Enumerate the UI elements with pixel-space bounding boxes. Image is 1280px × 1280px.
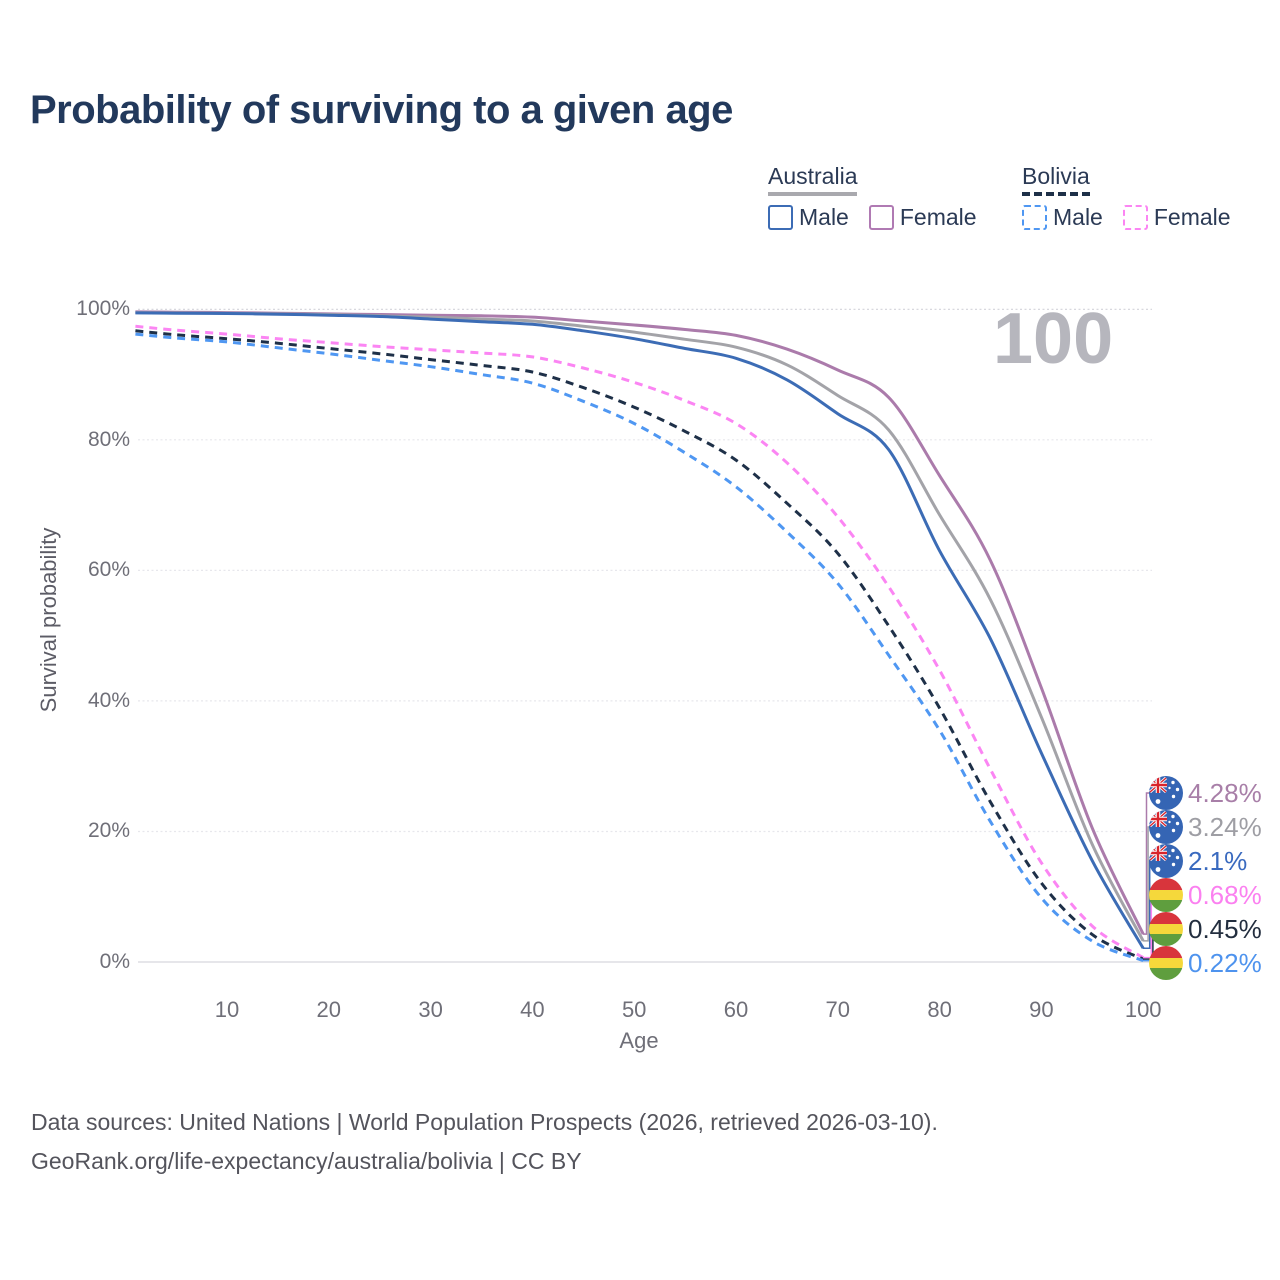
bolivia-flag-icon — [1149, 878, 1183, 912]
legend-group-australia: Australia Male Female — [768, 163, 977, 231]
end-label-value: 0.22% — [1188, 947, 1262, 978]
legend-swatch-australia-male[interactable] — [768, 205, 793, 230]
end-label-value: 4.28% — [1188, 777, 1262, 808]
end-label-bolivia-female: 0.68% — [1149, 878, 1262, 912]
x-tick-70: 70 — [825, 997, 851, 1022]
x-tick-20: 20 — [316, 997, 342, 1022]
australia-flag-icon — [1149, 810, 1183, 844]
end-label-bolivia-male: 0.22% — [1149, 946, 1262, 980]
legend-item-bolivia-male[interactable]: Male — [1022, 204, 1103, 231]
bolivia-flag-icon — [1149, 946, 1183, 980]
y-tick-60: 60% — [87, 558, 130, 582]
legend-item-australia-female[interactable]: Female — [868, 204, 977, 231]
bolivia-flag-icon — [1149, 912, 1183, 946]
x-tick-90: 90 — [1029, 997, 1054, 1022]
x-axis-title: Age — [619, 1028, 659, 1053]
y-tick-40: 40% — [87, 688, 130, 712]
legend-label: Male — [799, 204, 849, 230]
legend-item-australia-male[interactable]: Male — [768, 204, 849, 231]
y-tick-100: 100% — [76, 297, 130, 321]
end-label-australia-both-sexes: 3.24% — [1149, 810, 1262, 844]
legend-australia-items: Male Female — [768, 204, 977, 231]
legend-swatch-australia-female[interactable] — [868, 205, 894, 230]
legend-group-bolivia: Bolivia Male Female — [1022, 163, 1231, 231]
x-tick-60: 60 — [723, 997, 749, 1022]
x-tick-100: 100 — [1124, 997, 1162, 1022]
australia-flag-icon — [1149, 776, 1183, 810]
curve-bolivia-male[interactable] — [135, 332, 1144, 963]
legend-swatch-bolivia-female[interactable] — [1122, 205, 1148, 230]
legend-bolivia-title: Bolivia — [1022, 163, 1090, 196]
end-label-australia-female: 4.28% — [1149, 776, 1262, 810]
footer-sources: Data sources: United Nations | World Pop… — [31, 1109, 938, 1135]
x-tick-80: 80 — [927, 997, 952, 1022]
x-tick-10: 10 — [214, 997, 240, 1022]
y-tick-0: 0% — [99, 950, 130, 973]
legend-australia-title: Australia — [768, 163, 858, 196]
legend-label: Male — [1053, 204, 1103, 230]
x-tick-40: 40 — [520, 997, 545, 1022]
y-tick-20: 20% — [87, 819, 130, 843]
legend-swatch-bolivia-male[interactable] — [1022, 205, 1047, 230]
curve-bolivia-female[interactable] — [135, 324, 1144, 959]
end-label-australia-male: 2.1% — [1149, 844, 1247, 878]
curve-australia-both-sexes[interactable] — [135, 311, 1145, 942]
end-label-value: 3.24% — [1188, 811, 1262, 842]
page-title: Probability of surviving to a given age — [30, 88, 733, 132]
curve-australia-female[interactable] — [135, 310, 1145, 935]
end-label-value: 0.45% — [1188, 913, 1262, 944]
legend-bolivia-items: Male Female — [1022, 204, 1231, 231]
legend-item-bolivia-female[interactable]: Female — [1122, 204, 1231, 231]
footer-url: GeoRank.org/life-expectancy/australia/bo… — [31, 1148, 582, 1174]
australia-flag-icon — [1149, 844, 1183, 878]
curve-australia-male[interactable] — [135, 311, 1145, 950]
end-label-value: 0.68% — [1188, 879, 1262, 910]
end-label-bolivia-both-sexes: 0.45% — [1149, 912, 1262, 946]
legend-label: Female — [1153, 204, 1231, 230]
y-tick-80: 80% — [87, 427, 130, 451]
x-tick-30: 30 — [418, 997, 443, 1022]
end-label-value: 2.1% — [1188, 845, 1248, 876]
curve-bolivia-both-sexes[interactable] — [135, 329, 1144, 961]
x-tick-50: 50 — [621, 997, 647, 1022]
legend-label: Female — [899, 204, 977, 230]
age-watermark: 100 — [993, 299, 1114, 379]
